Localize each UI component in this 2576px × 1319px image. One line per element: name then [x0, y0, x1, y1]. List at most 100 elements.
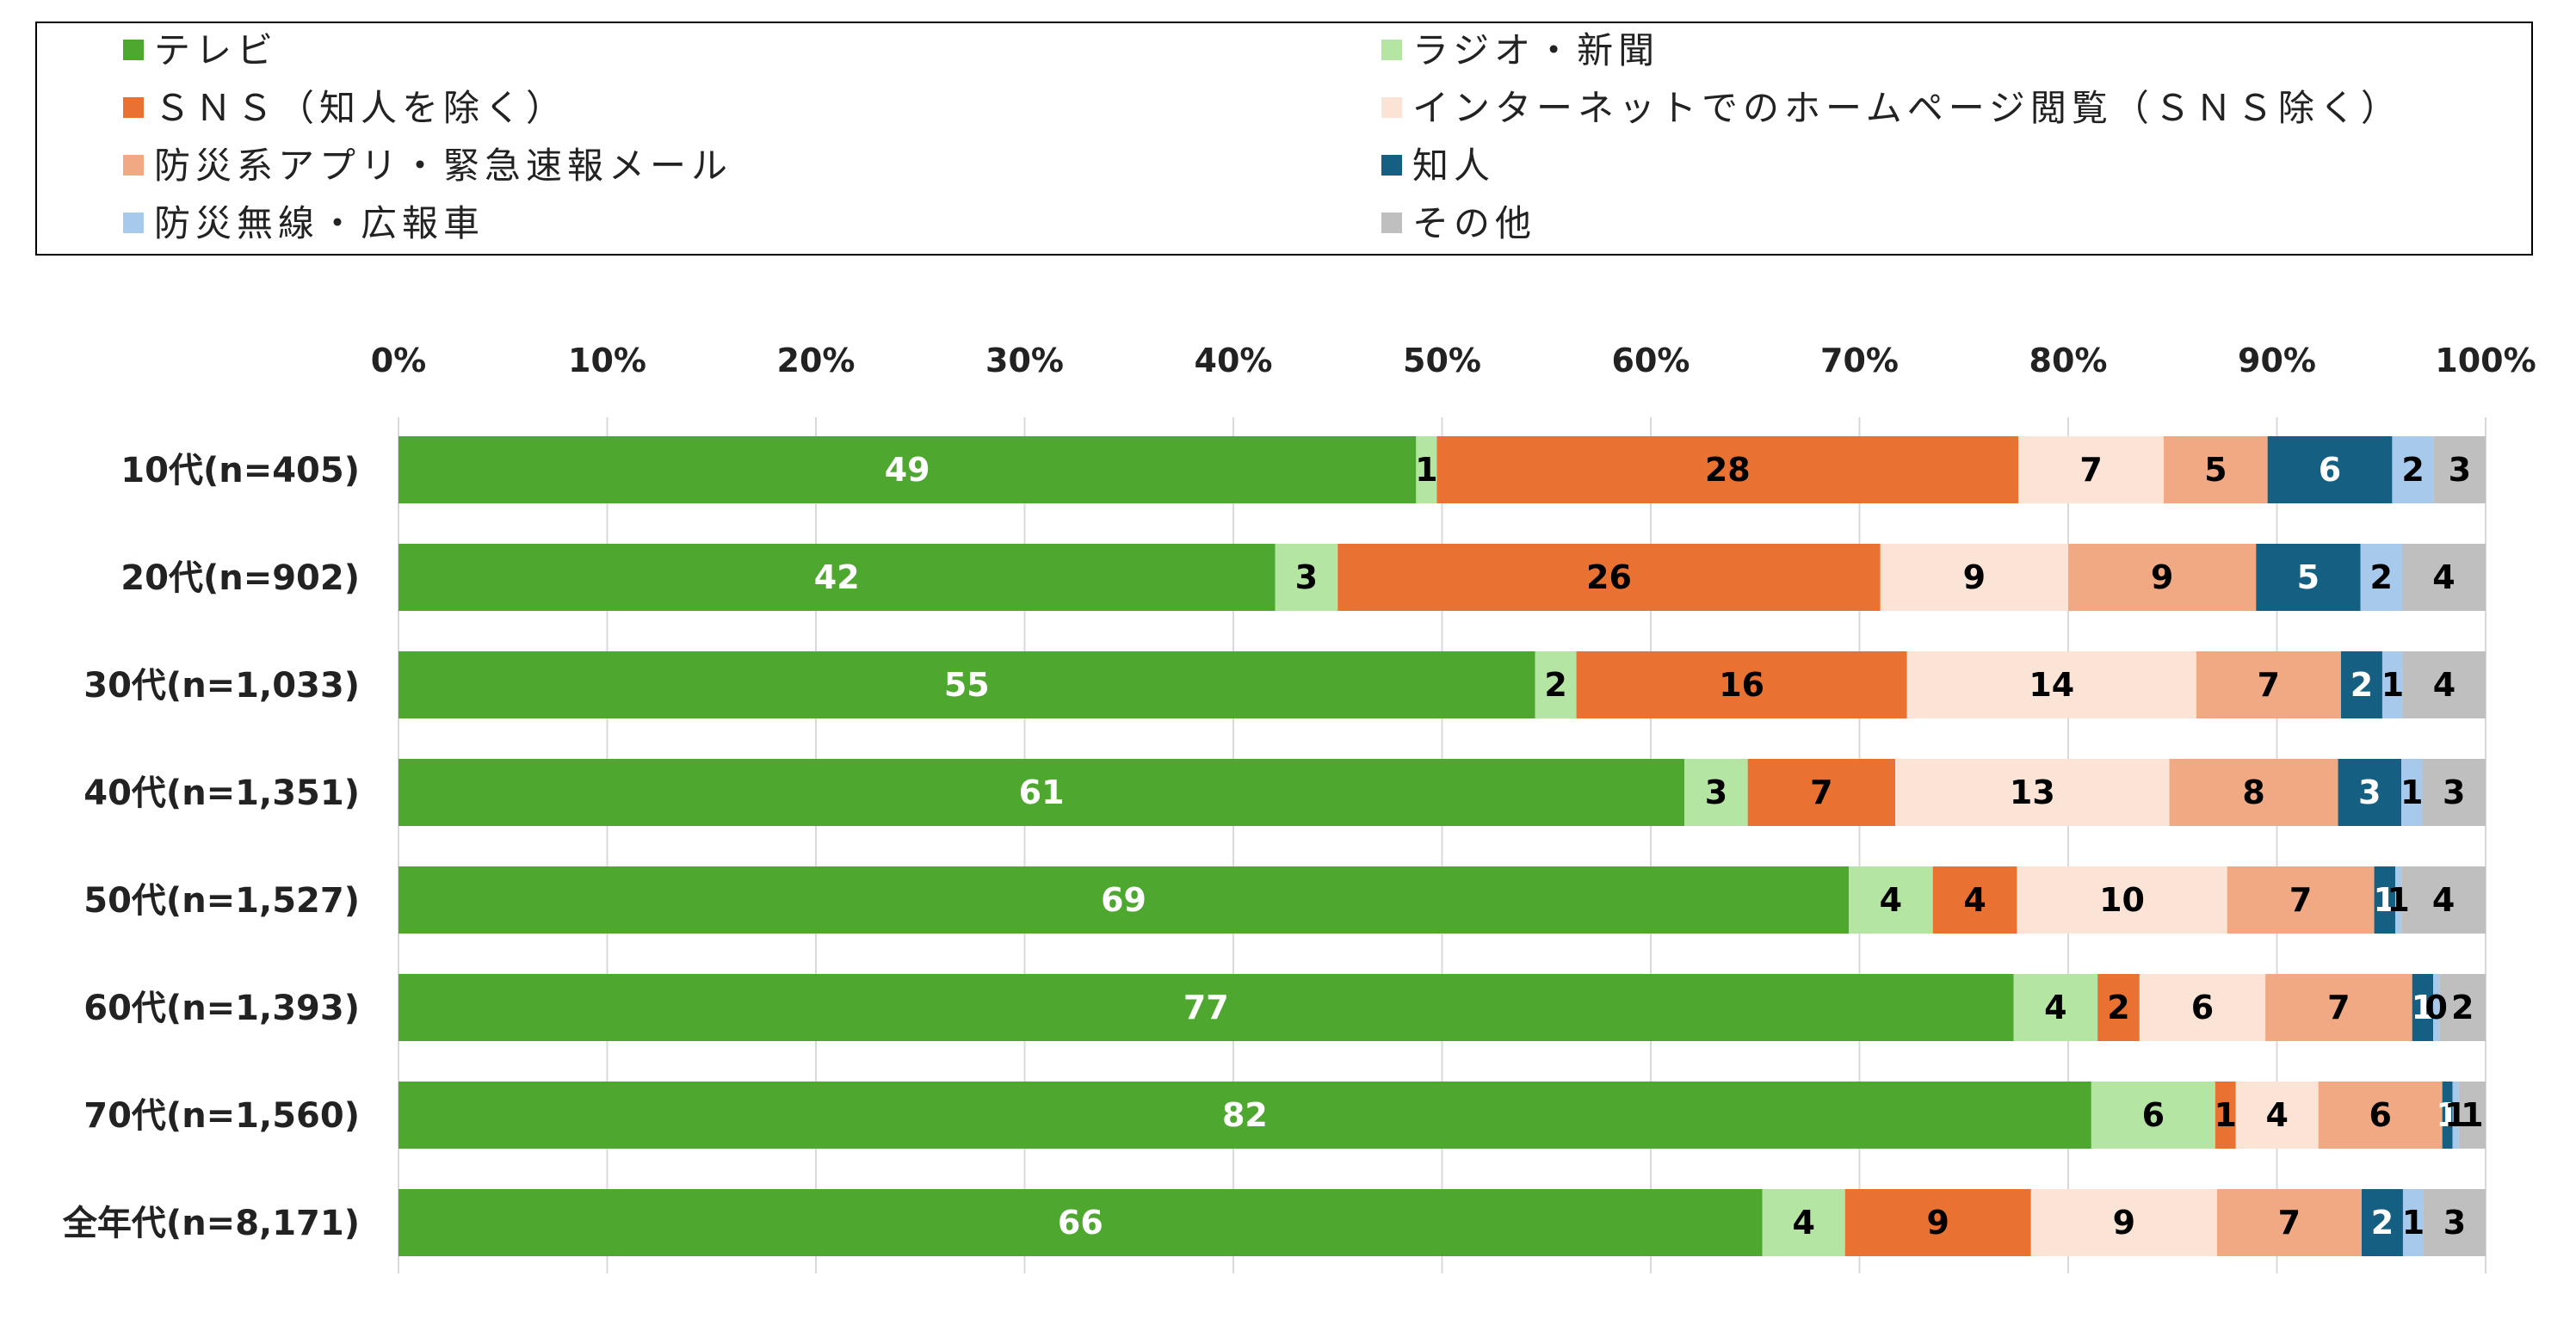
legend-label: ラジオ・新聞	[1412, 29, 1659, 71]
bar-segment	[1747, 759, 1896, 826]
bar-segment	[2196, 651, 2341, 718]
bar-segment	[2030, 1189, 2217, 1256]
data-label: 4	[2432, 881, 2455, 919]
bar-segment	[2442, 1082, 2453, 1149]
category-labels: 10代(n=405) 20代(n=902) 30代(n=1,033) 40代(n=1,…	[62, 451, 360, 1243]
data-label: 14	[2029, 666, 2074, 704]
bar-segment	[2412, 974, 2434, 1041]
bar-segment	[2374, 866, 2395, 934]
data-label: 2	[2370, 558, 2393, 596]
bar-segment	[2139, 974, 2266, 1041]
bar-segment	[2361, 1189, 2403, 1256]
data-label: 2	[1544, 666, 1566, 704]
bar-segment	[2318, 1082, 2443, 1149]
x-axis-tick-labels: 0% 10% 20% 30% 40% 50% 60% 70% 80% 90% 100%	[371, 342, 2536, 379]
bar-segment	[2458, 1082, 2486, 1149]
data-label: 0	[2425, 989, 2447, 1026]
bar-segment	[2433, 974, 2440, 1041]
data-label: 6	[2191, 989, 2214, 1026]
data-label: 9	[2151, 558, 2173, 596]
bar-segment	[1576, 651, 1907, 718]
data-label: 3	[1295, 558, 1318, 596]
category-label: 30代(n=1,033)	[83, 666, 360, 706]
x-tick-label: 0%	[371, 342, 427, 379]
bar-segment	[2017, 866, 2227, 934]
data-label: 7	[1810, 774, 1832, 811]
data-label: 1	[2215, 1096, 2237, 1134]
bar-segment	[2265, 974, 2412, 1041]
legend-swatch	[1381, 213, 1402, 233]
category-label: 40代(n=1,351)	[83, 774, 360, 813]
bar-segment	[2422, 759, 2486, 826]
data-label: 4	[2044, 989, 2066, 1026]
data-label: 3	[2449, 451, 2471, 489]
bar-segment	[2068, 544, 2257, 611]
data-label: 1	[2436, 1096, 2458, 1134]
legend-box	[35, 22, 2533, 256]
category-label: 全年代(n=8,171)	[62, 1204, 360, 1243]
bar-segment	[2163, 436, 2268, 503]
bar-segment	[398, 436, 1417, 503]
bar-segment	[2267, 436, 2393, 503]
bar-segment	[2401, 759, 2423, 826]
bar-segment	[1337, 544, 1881, 611]
data-label: 82	[1222, 1096, 1268, 1134]
bar-segment	[1684, 759, 1748, 826]
bar-segment	[398, 1189, 1763, 1256]
bar-segment	[398, 651, 1535, 718]
legend-label: テレビ	[154, 29, 278, 71]
bar-segment	[2360, 544, 2402, 611]
data-label: 4	[2266, 1096, 2289, 1134]
bar-segment	[398, 866, 1850, 934]
legend-label: 防災系アプリ・緊急速報メール	[154, 145, 732, 187]
category-label: 50代(n=1,527)	[83, 881, 360, 921]
bar-segment	[1932, 866, 2017, 934]
data-label: 6	[2369, 1096, 2391, 1134]
x-tick-label: 20%	[777, 342, 856, 379]
legend-label: ＳＮＳ（知人を除く）	[154, 87, 567, 129]
bar-segment	[1275, 544, 1338, 611]
data-label: 66	[1058, 1204, 1103, 1242]
bar-segment	[1844, 1189, 2031, 1256]
data-label: 69	[1101, 881, 1146, 919]
data-label: 4	[1963, 881, 1986, 919]
category-label: 70代(n=1,560)	[83, 1096, 360, 1136]
bar-segment	[1436, 436, 2019, 503]
bar-segment	[2338, 759, 2402, 826]
data-label: 1	[2402, 1204, 2425, 1242]
bar-segment	[2215, 1082, 2236, 1149]
legend-swatch	[1381, 97, 1402, 118]
data-label: 10	[2099, 881, 2145, 919]
data-label: 55	[944, 666, 990, 704]
data-label: 9	[2113, 1204, 2135, 1242]
data-label: 1	[2412, 989, 2434, 1026]
legend-swatch	[1381, 155, 1402, 176]
bar-segment	[2013, 974, 2098, 1041]
data-label: 3	[2358, 774, 2381, 811]
legend-label: 防災無線・広報車	[154, 202, 485, 244]
bar-segment	[1895, 759, 2170, 826]
bar-segment	[1416, 436, 1437, 503]
data-label: 2	[2351, 666, 2373, 704]
bar-segment	[2216, 1189, 2362, 1256]
bar-segment	[398, 974, 2014, 1041]
bar-segment	[1906, 651, 2196, 718]
data-label: 1	[2381, 666, 2404, 704]
bar-segment	[2018, 436, 2164, 503]
bar-segment	[1880, 544, 2068, 611]
data-label: 7	[2079, 451, 2102, 489]
bar-segment	[2402, 1189, 2424, 1256]
data-label: 5	[2204, 451, 2227, 489]
legend-swatch	[1381, 40, 1402, 60]
data-label: 8	[2242, 774, 2264, 811]
x-tick-label: 100%	[2435, 342, 2536, 379]
legend-label: インターネットでのホームページ閲覧（ＳＮＳ除く）	[1412, 87, 2402, 129]
bar-segment	[2402, 651, 2486, 718]
bar-segment	[1849, 866, 1933, 934]
data-label: 4	[1792, 1204, 1814, 1242]
data-label: 26	[1586, 558, 1632, 596]
x-tick-label: 80%	[2029, 342, 2108, 379]
bar-segment	[2235, 1082, 2319, 1149]
data-label: 1	[2400, 774, 2423, 811]
